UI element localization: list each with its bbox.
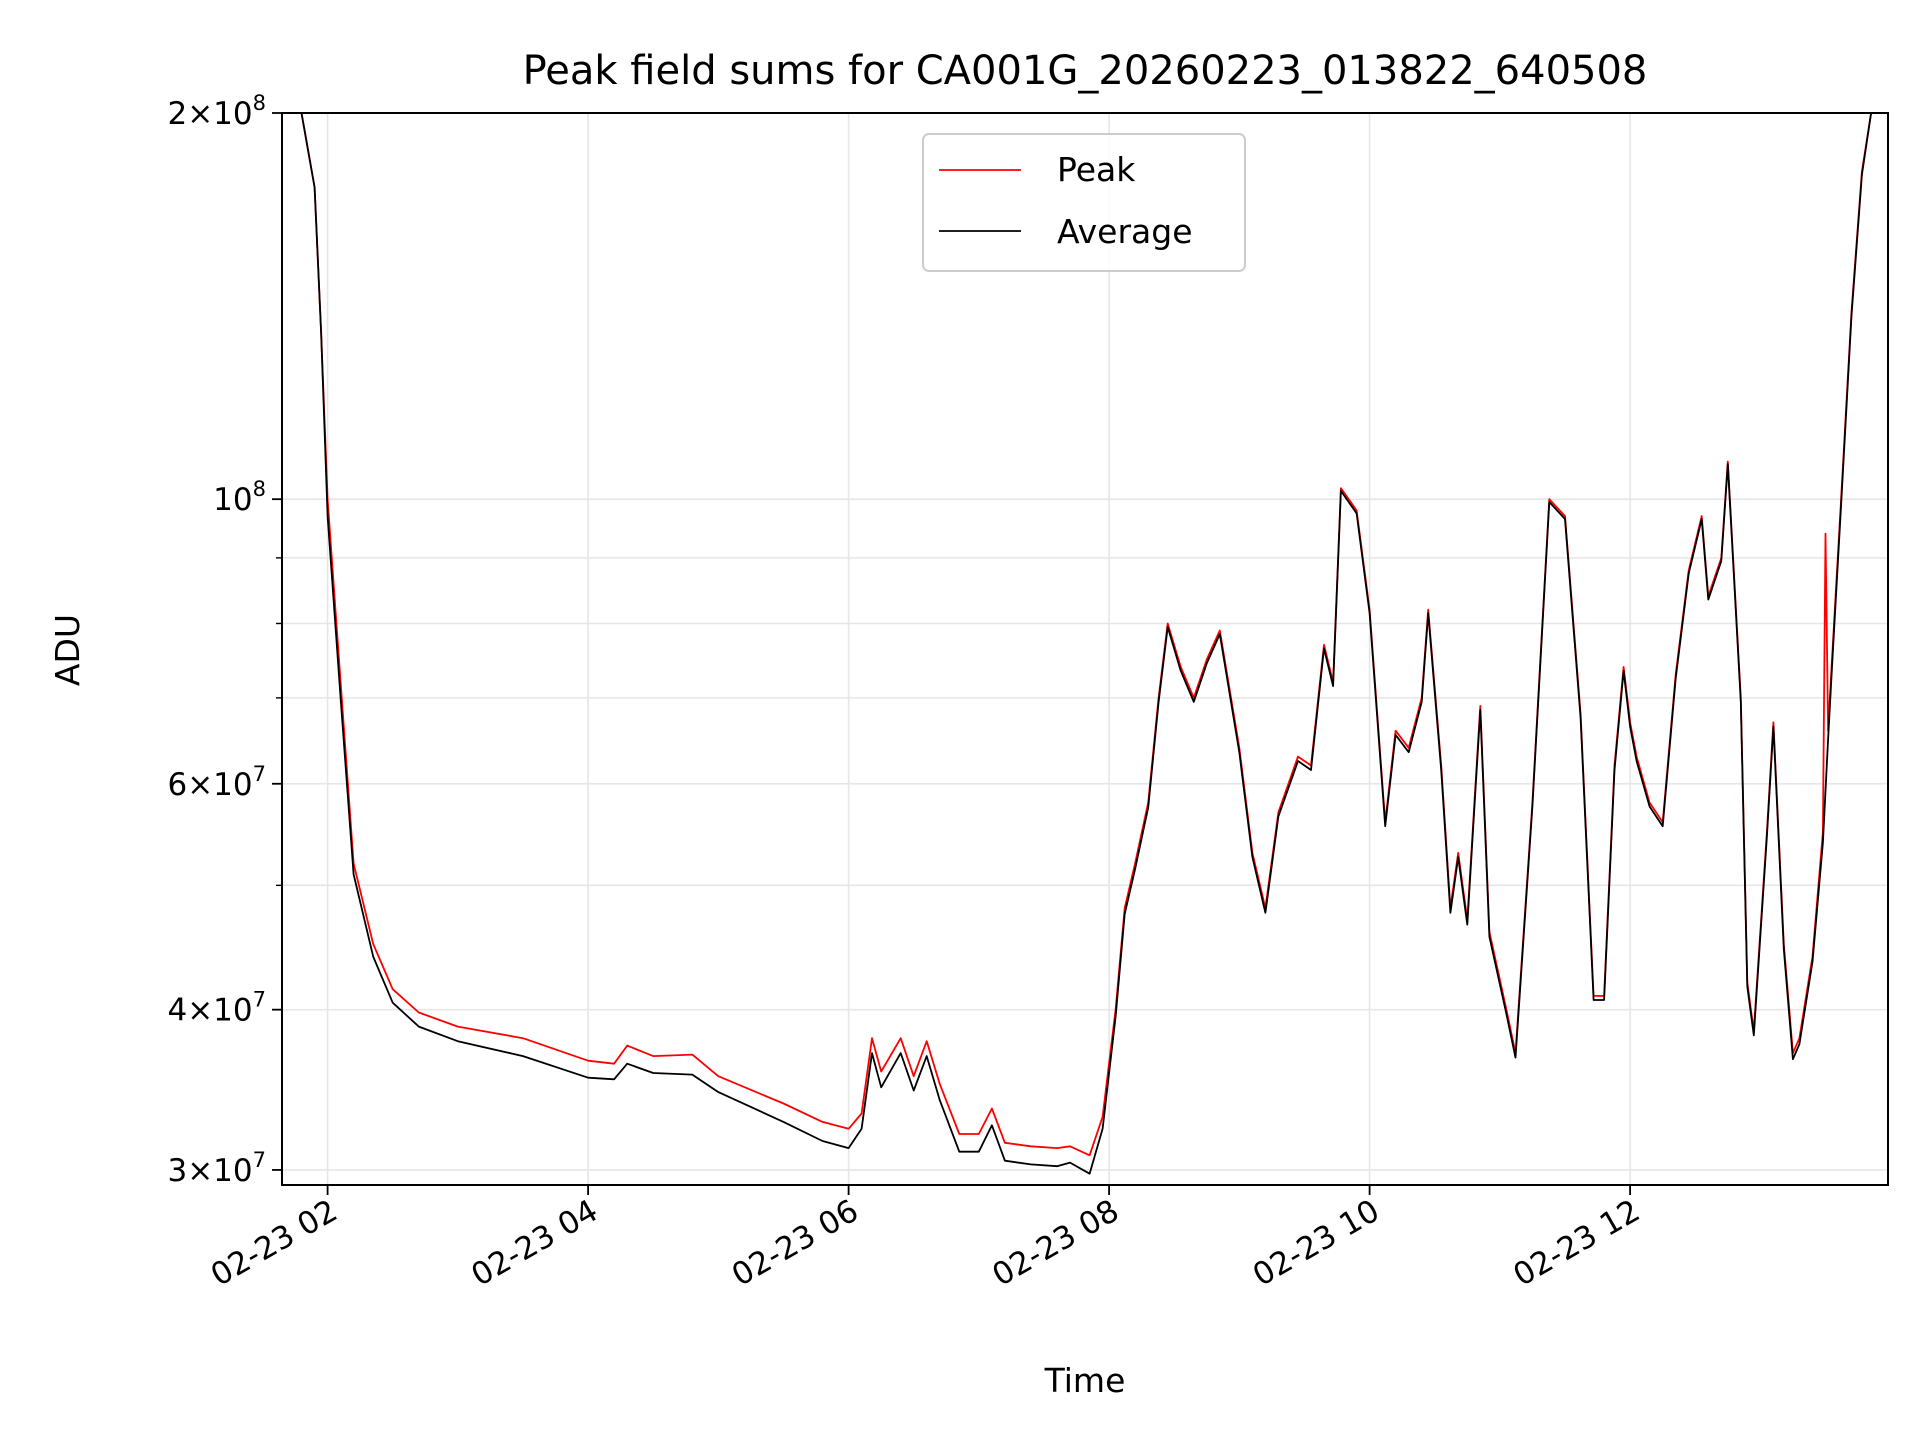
x-tick-label: 02-23 04 bbox=[465, 1193, 604, 1294]
legend-peak-label: Peak bbox=[1057, 150, 1136, 189]
x-tick-label: 02-23 10 bbox=[1247, 1193, 1386, 1294]
x-tick-label: 02-23 12 bbox=[1507, 1193, 1646, 1294]
x-tick-label: 02-23 08 bbox=[986, 1193, 1125, 1294]
legend-box bbox=[922, 133, 1246, 272]
legend-average-label: Average bbox=[1057, 212, 1193, 251]
y-axis-label: ADU bbox=[48, 614, 87, 686]
grid-lines bbox=[282, 112, 1888, 1185]
x-axis-label: Time bbox=[1044, 1361, 1126, 1400]
y-tick-label: 2×108 bbox=[167, 91, 266, 132]
y-tick-label: 3×107 bbox=[167, 1148, 266, 1189]
legend: Peak Average bbox=[922, 133, 1246, 272]
series-lines bbox=[282, 112, 1888, 1175]
x-tick-label: 02-23 02 bbox=[205, 1193, 344, 1294]
series-average-line bbox=[282, 112, 1888, 1175]
x-tick-label: 02-23 06 bbox=[726, 1193, 865, 1294]
y-axis-ticks: 3×107 4×107 6×107 108 2×108 bbox=[167, 91, 282, 1189]
plot-frame bbox=[281, 112, 1889, 1186]
chart-title: Peak field sums for CA001G_20260223_0138… bbox=[523, 48, 1648, 94]
x-axis-ticks: 02-23 02 02-23 04 02-23 06 02-23 08 02-23 10… bbox=[205, 1185, 1646, 1294]
y-tick-label: 6×107 bbox=[167, 762, 266, 803]
y-tick-label: 4×107 bbox=[167, 988, 266, 1029]
y-tick-label: 108 bbox=[213, 477, 266, 518]
